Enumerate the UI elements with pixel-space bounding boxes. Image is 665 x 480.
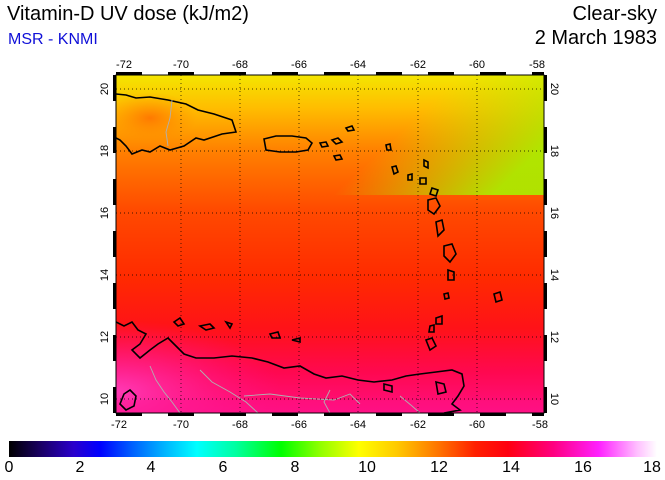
graticule (116, 75, 544, 413)
lon-label-top: -62 (410, 59, 426, 71)
coastlines (116, 93, 503, 413)
date-label: 2 March 1983 (534, 27, 657, 49)
venezuela-coast (116, 320, 465, 413)
scale-label: 10 (358, 459, 376, 476)
uv-field (116, 75, 544, 413)
lon-label-bottom: -72 (111, 419, 127, 431)
lon-label-bottom: -62 (410, 419, 426, 431)
lon-label-bottom: -58 (532, 419, 548, 431)
lon-label-top: -60 (469, 59, 485, 71)
scale-label: 16 (574, 459, 592, 476)
lon-label-bottom: -60 (469, 419, 485, 431)
scale-label: 4 (146, 459, 156, 476)
scale-label: 14 (502, 459, 520, 476)
lat-label-left: 10 (99, 393, 111, 405)
scale-label: 0 (4, 459, 14, 476)
uv-dose-map: -72 -70 -68 -66 -64 -62 -60 -58 -72 -70 … (99, 59, 560, 431)
sky-condition-label: Clear-sky (572, 3, 657, 25)
lat-label-left: 14 (99, 269, 111, 281)
color-scale-bar (9, 441, 657, 457)
lon-label-bottom: -66 (291, 419, 307, 431)
scale-label: 2 (75, 459, 85, 476)
lat-label-right: 18 (548, 145, 560, 157)
lon-label-top: -70 (173, 59, 189, 71)
lon-label-bottom: -64 (350, 419, 366, 431)
lon-label-bottom: -70 (173, 419, 189, 431)
scale-label: 12 (430, 459, 448, 476)
lat-label-right: 12 (548, 331, 560, 343)
lat-label-right: 16 (548, 207, 560, 219)
lon-label-top: -64 (350, 59, 366, 71)
lon-label-bottom: -68 (232, 419, 248, 431)
lat-label-left: 12 (99, 331, 111, 343)
lon-label-top: -68 (232, 59, 248, 71)
source-label: MSR - KNMI (8, 31, 98, 48)
map-title: Vitamin-D UV dose (kJ/m2) (7, 3, 249, 25)
lat-label-left: 18 (99, 145, 111, 157)
lat-label-right: 10 (548, 393, 560, 405)
lat-label-left: 16 (99, 207, 111, 219)
lat-label-right: 20 (548, 83, 560, 95)
lon-label-top: -72 (116, 59, 132, 71)
lat-label-left: 20 (99, 83, 111, 95)
hispaniola-coast (116, 93, 238, 155)
lat-label-right: 14 (548, 269, 560, 281)
map-frame (113, 72, 547, 416)
scale-label: 8 (290, 459, 300, 476)
scale-label: 6 (218, 459, 228, 476)
lon-label-top: -66 (291, 59, 307, 71)
lon-label-top: -58 (529, 59, 545, 71)
scale-label: 18 (643, 459, 661, 476)
